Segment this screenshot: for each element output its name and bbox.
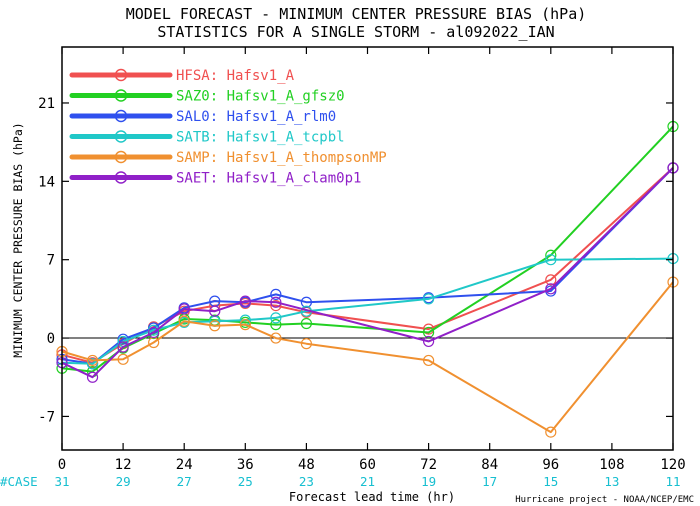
plot-frame — [61, 46, 674, 451]
y-tick-label: 21 — [38, 96, 55, 112]
data-point — [86, 354, 99, 367]
x-tick-label: 12 — [115, 457, 132, 473]
case-count: 17 — [482, 474, 497, 489]
data-point — [239, 319, 251, 331]
x-tick-label: 48 — [298, 457, 315, 473]
data-point — [178, 303, 190, 315]
x-tick-label: 36 — [237, 457, 254, 473]
credit-text: Hurricane project - NOAA/NCEP/EMC — [515, 495, 694, 505]
data-point — [423, 293, 435, 305]
legend-entry: SATB: Hafsv1_A_tcpbl — [69, 130, 345, 146]
data-point — [148, 326, 160, 339]
data-point — [270, 288, 282, 300]
data-point — [423, 335, 435, 348]
x-tick-label: 120 — [660, 457, 685, 473]
series-layer — [56, 120, 679, 438]
data-point — [423, 326, 435, 339]
data-point — [86, 371, 99, 383]
legend-label: SAET: Hafsv1_A_clam0p1 — [176, 171, 361, 187]
x-tick-label: 60 — [359, 457, 376, 473]
legend-entry: SAL0: Hafsv1_A_rlm0 — [69, 109, 336, 125]
data-point — [178, 315, 190, 327]
case-count: 29 — [116, 474, 131, 489]
x-tick-label: 72 — [420, 457, 437, 473]
data-point — [86, 358, 99, 370]
chart-title: MODEL FORECAST - MINIMUM CENTER PRESSURE… — [126, 5, 587, 23]
data-point — [545, 254, 557, 266]
data-point — [300, 338, 312, 350]
y-axis-ticks: -7 0 7 14 21 — [38, 96, 673, 425]
case-count: 23 — [299, 474, 314, 489]
data-point — [117, 341, 129, 353]
data-point — [209, 320, 221, 332]
data-point — [270, 299, 282, 312]
y-axis-label: MINIMUM CENTER PRESSURE BIAS (hPa) — [11, 122, 25, 357]
legend-swatch-marker — [114, 130, 128, 143]
chart-subtitle: STATISTICS FOR A SINGLE STORM - al092022… — [157, 23, 554, 41]
x-axis-label: Forecast lead time (hr) — [289, 490, 455, 504]
x-axis-ticks: 0 12 24 36 48 60 72 84 96 108 120 — [58, 47, 686, 473]
data-point — [270, 319, 282, 331]
series-line — [61, 167, 674, 379]
x-tick-label: 96 — [542, 457, 559, 473]
case-counts: 31 29 27 25 23 21 19 17 15 13 11 — [54, 474, 680, 489]
legend-swatch-marker — [114, 150, 128, 164]
legend-entry: SAMP: Hafsv1_A_thompsonMP — [69, 150, 387, 166]
case-count: 27 — [177, 474, 192, 489]
data-point — [209, 305, 221, 317]
y-tick-label: -7 — [38, 409, 55, 425]
case-count: 19 — [421, 474, 436, 489]
legend-label: SAL0: Hafsv1_A_rlm0 — [176, 109, 336, 125]
legend-entry: SAET: Hafsv1_A_clam0p1 — [69, 171, 361, 187]
data-point — [545, 283, 557, 295]
y-tick-label: 7 — [47, 253, 55, 269]
series-saet — [56, 162, 679, 383]
case-count: 13 — [604, 474, 619, 489]
legend-swatch-marker — [114, 89, 128, 102]
data-point — [270, 296, 282, 308]
legend-swatch-marker — [114, 109, 128, 123]
case-count-label: #CASE — [0, 474, 38, 489]
legend: HFSA: Hafsv1_A SAZ0: Hafsv1_A_gfsz0 SAL0: … — [69, 68, 387, 187]
case-count: 31 — [54, 474, 69, 489]
legend-entry: SAZ0: Hafsv1_A_gfsz0 — [69, 89, 345, 105]
y-tick-label: 14 — [38, 174, 55, 190]
case-count: 21 — [360, 474, 375, 489]
data-point — [300, 317, 312, 330]
data-point — [270, 312, 282, 324]
legend-swatch-marker — [114, 171, 128, 184]
legend-label: HFSA: Hafsv1_A — [176, 68, 295, 84]
y-tick-label: 0 — [47, 331, 55, 347]
legend-swatch-marker — [114, 68, 128, 82]
series-samp — [56, 276, 679, 438]
x-tick-label: 0 — [58, 457, 66, 473]
case-count: 11 — [665, 474, 680, 489]
x-tick-label: 24 — [176, 457, 193, 473]
legend-entry: HFSA: Hafsv1_A — [69, 68, 295, 84]
data-point — [117, 353, 129, 365]
data-point — [300, 296, 312, 308]
legend-label: SATB: Hafsv1_A_tcpbl — [176, 130, 345, 146]
data-point — [545, 274, 557, 286]
legend-label: SAMP: Hafsv1_A_thompsonMP — [176, 150, 387, 166]
data-point — [423, 354, 435, 367]
x-tick-label: 84 — [481, 457, 498, 473]
legend-label: SAZ0: Hafsv1_A_gfsz0 — [176, 89, 345, 105]
x-tick-label: 108 — [599, 457, 624, 473]
data-point — [270, 332, 282, 344]
case-count: 15 — [543, 474, 558, 489]
data-point — [239, 295, 251, 307]
case-count: 25 — [238, 474, 253, 489]
data-point — [545, 426, 557, 438]
